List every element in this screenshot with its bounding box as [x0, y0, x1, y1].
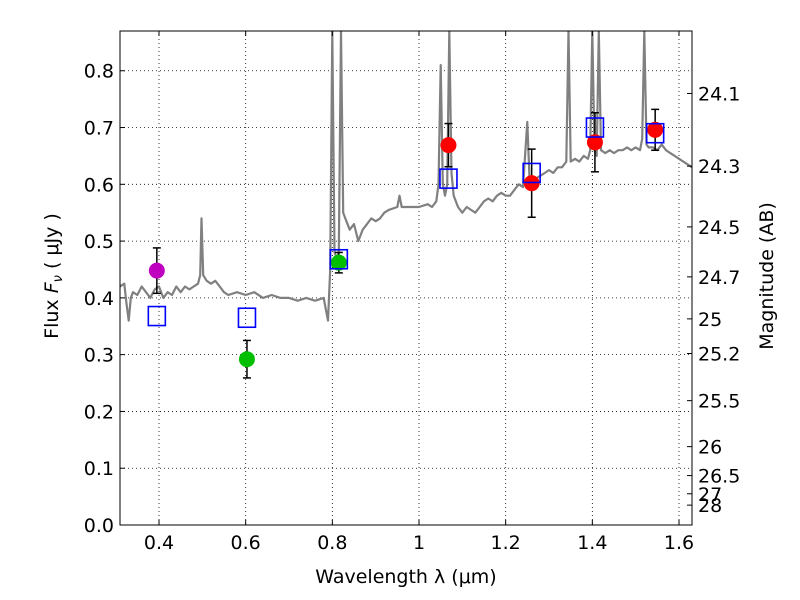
y2-tick-label: 28	[698, 495, 722, 517]
photometry-point	[586, 134, 603, 151]
model-square	[585, 117, 605, 138]
photometry-point	[440, 137, 457, 154]
y-axis-label-unit: ( μJy )	[41, 213, 63, 275]
y2-tick-label: 24.7	[698, 267, 740, 289]
x-axis-label: Wavelength λ (μm)	[315, 566, 496, 588]
model-points	[147, 117, 665, 329]
model-square	[522, 162, 541, 184]
y-tick-label: 0.2	[84, 401, 114, 423]
x-tick-label: 1.4	[577, 532, 607, 554]
x-tick-label: 1.6	[664, 532, 694, 554]
y-axis-label: Flux Fν ( μJy )	[41, 213, 66, 339]
y-tick-labels: 0.0 0.1 0.2 0.3 0.4 0.5 0.6 0.7 0.8	[84, 61, 114, 537]
y-tick-label: 0.3	[84, 345, 114, 367]
photometry-points	[148, 121, 664, 368]
model-square	[237, 307, 257, 329]
y-tick-label: 0.4	[84, 288, 114, 310]
y-axis-label-subscript: ν	[51, 275, 66, 282]
y2-tick-label: 25.5	[698, 391, 740, 413]
y-tick-label: 0.5	[84, 231, 114, 253]
plot-frame	[119, 30, 693, 526]
errorbar-layer	[152, 108, 660, 379]
y2-tick-label: 24.1	[698, 83, 740, 105]
y-tick-label: 0.1	[84, 458, 114, 480]
x-tick-label: 0.4	[144, 532, 174, 554]
x-tick-label: 1.2	[491, 532, 521, 554]
photometry-point	[330, 254, 347, 271]
y2-tick-label: 26.5	[698, 466, 740, 488]
model-square	[439, 168, 458, 189]
y2-tick-label: 27	[698, 484, 722, 506]
x-tick-label: 1	[413, 532, 425, 554]
y-tick-label: 0.6	[84, 174, 114, 196]
x-tick-label: 0.8	[317, 532, 347, 554]
photometry-point	[647, 121, 664, 138]
y-tick-label: 0.8	[84, 61, 114, 83]
y2-tick-label: 26	[698, 437, 722, 459]
ticks	[120, 31, 692, 526]
spectrum-layer	[120, 31, 692, 322]
model-square	[147, 305, 167, 327]
y2-tick-label: 25	[698, 309, 722, 331]
spectrum-line	[120, 31, 692, 322]
x-tick-label: 0.6	[231, 532, 261, 554]
y2-tick-label: 25.2	[698, 344, 740, 366]
y-axis-label-symbol: F	[41, 281, 63, 293]
x-tick-labels: 0.4 0.6 0.8 1 1.2 1.4 1.6	[144, 532, 694, 554]
y-tick-label: 0.7	[84, 118, 114, 140]
y2-axis-label: Magnitude (AB)	[756, 202, 778, 350]
y-axis-label-text: Flux	[41, 293, 63, 339]
model-square	[329, 248, 349, 270]
y-tick-label: 0.0	[84, 515, 114, 537]
photometry-point	[238, 351, 255, 368]
y2-tick-label: 24.3	[698, 156, 740, 178]
model-square	[645, 122, 665, 144]
y2-tick-label: 24.5	[698, 217, 740, 239]
photometry-point	[148, 262, 165, 279]
